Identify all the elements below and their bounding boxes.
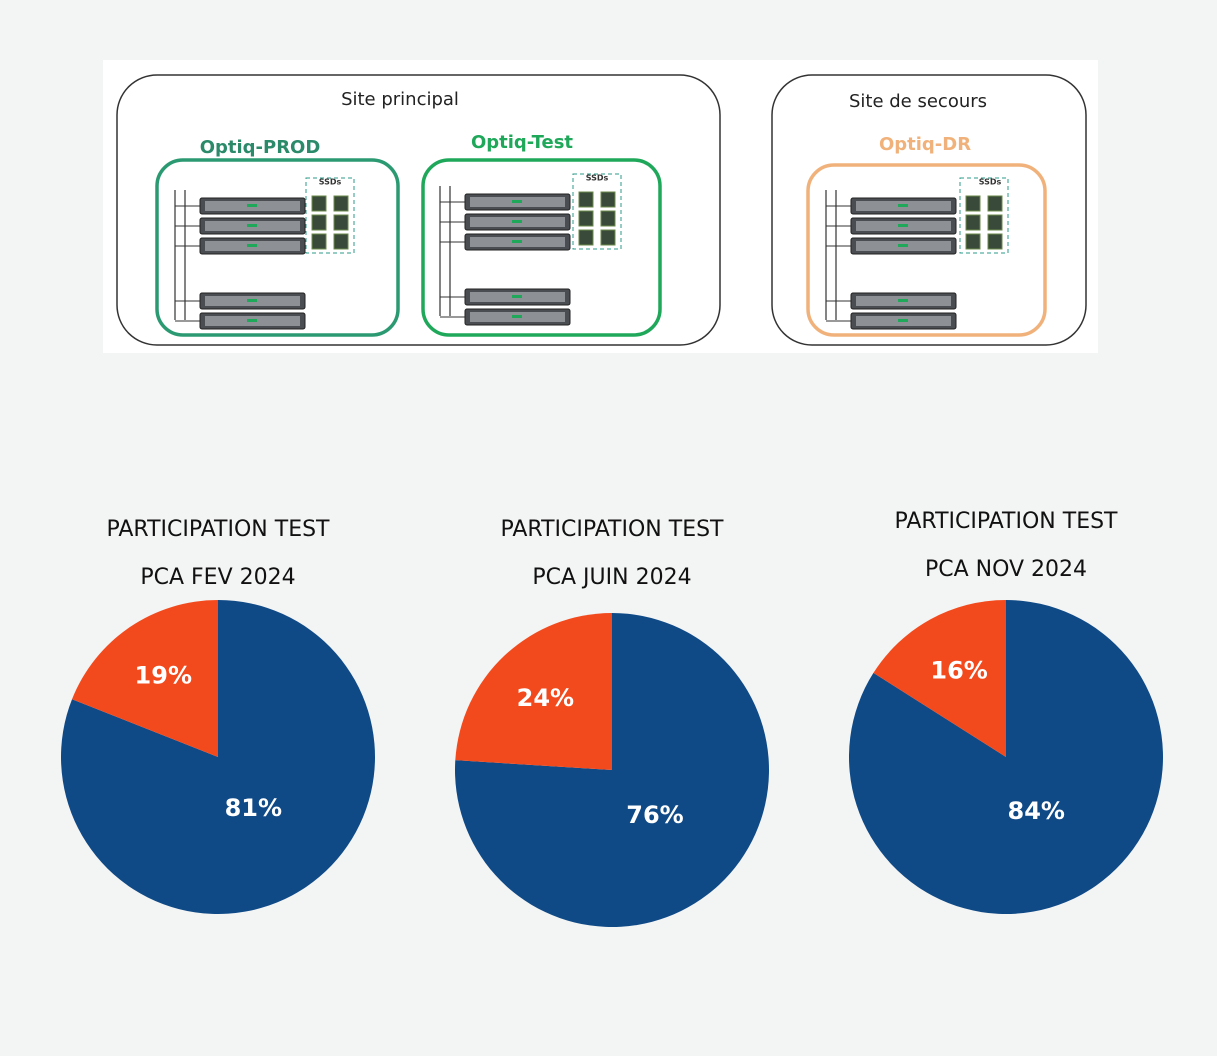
server-led — [247, 224, 257, 227]
chart-subtitle: PCA JUIN 2024 — [532, 565, 691, 590]
server-led — [247, 319, 257, 322]
ssd — [600, 191, 616, 208]
group-box — [155, 158, 400, 337]
ssd-label: SSDs — [979, 178, 1002, 187]
site-label: Site de secours — [849, 91, 987, 112]
site-label: Site principal — [341, 89, 459, 110]
ssd-box — [959, 177, 1009, 254]
group-box — [421, 158, 662, 337]
ssd — [578, 191, 594, 208]
ssd — [311, 214, 327, 231]
server-led — [898, 244, 908, 247]
group-label: Optiq-Test — [471, 132, 573, 153]
server-led — [512, 200, 522, 203]
ssd — [311, 233, 327, 250]
rack-frame — [174, 190, 186, 320]
ssd — [600, 229, 616, 246]
group-label: Optiq-DR — [879, 134, 971, 155]
rack-frame — [439, 186, 451, 316]
data-label: 76% — [626, 801, 683, 829]
ssd — [965, 233, 981, 250]
ssd-box — [572, 173, 622, 250]
data-label: 16% — [930, 657, 987, 685]
chart-title: PARTICIPATION TEST — [500, 517, 724, 542]
server-led — [898, 299, 908, 302]
pie-slice — [455, 613, 612, 770]
ssd — [333, 233, 349, 250]
server-led — [512, 315, 522, 318]
rack-frame — [825, 190, 837, 320]
server-led — [247, 299, 257, 302]
server-led — [898, 319, 908, 322]
ssd — [578, 210, 594, 227]
ssd-box — [305, 177, 355, 254]
ssd — [987, 233, 1003, 250]
chart-subtitle: PCA NOV 2024 — [925, 557, 1087, 582]
ssd — [965, 195, 981, 212]
ssd-label: SSDs — [586, 174, 609, 183]
ssd — [987, 195, 1003, 212]
server-led — [247, 244, 257, 247]
ssd — [333, 195, 349, 212]
ssd — [965, 214, 981, 231]
data-label: 24% — [517, 684, 574, 712]
ssd — [600, 210, 616, 227]
chart-title: PARTICIPATION TEST — [106, 517, 330, 542]
pie-slice — [848, 600, 1163, 914]
server-led — [512, 295, 522, 298]
group-box — [806, 163, 1047, 337]
ssd — [333, 214, 349, 231]
data-label: 19% — [135, 661, 192, 689]
site-box — [771, 74, 1087, 346]
pie-slice — [72, 600, 219, 757]
ssd-label: SSDs — [319, 178, 342, 187]
server-led — [512, 220, 522, 223]
server-led — [898, 224, 908, 227]
ssd — [578, 229, 594, 246]
server-led — [512, 240, 522, 243]
data-label: 81% — [225, 794, 282, 822]
pie-slice — [873, 600, 1006, 757]
ssd — [987, 214, 1003, 231]
group-label: Optiq-PROD — [200, 137, 321, 158]
server-led — [898, 204, 908, 207]
site-box — [116, 74, 721, 346]
ssd — [311, 195, 327, 212]
chart-title: PARTICIPATION TEST — [894, 509, 1118, 534]
server-led — [247, 204, 257, 207]
chart-subtitle: PCA FEV 2024 — [140, 565, 295, 590]
data-label: 84% — [1008, 797, 1065, 825]
